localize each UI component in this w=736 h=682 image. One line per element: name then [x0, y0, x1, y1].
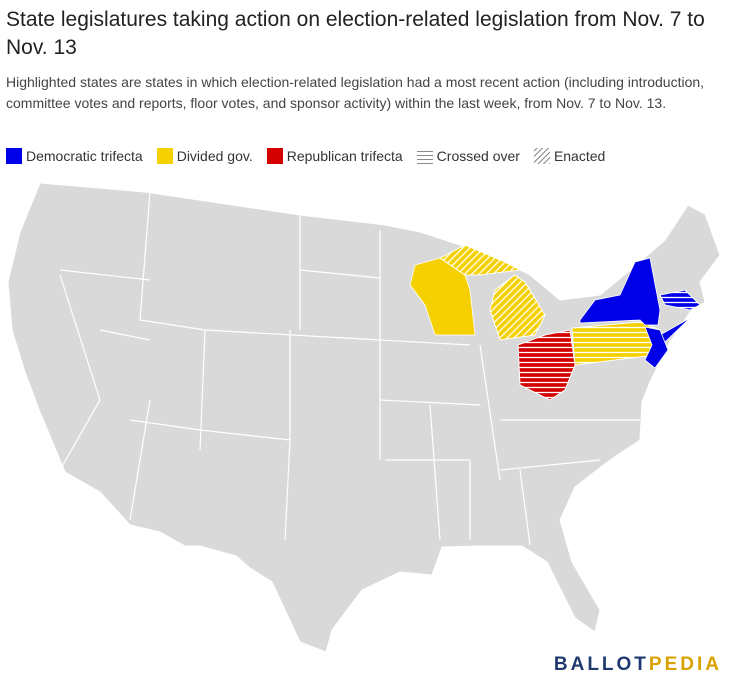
- legend-label: Republican trifecta: [286, 148, 403, 164]
- subtitle: Highlighted states are states in which e…: [6, 74, 705, 111]
- legend-swatch: [266, 148, 283, 164]
- logo-left: BALLOT: [553, 654, 649, 675]
- legend-item: Enacted: [533, 148, 606, 164]
- legend-item: Crossed over: [416, 148, 520, 164]
- legend-swatch: [416, 148, 433, 164]
- new-jersey: [644, 326, 669, 369]
- legend-item: Divided gov.: [156, 148, 253, 164]
- legend-label: Enacted: [553, 148, 606, 164]
- logo: BALLOTPEDIA: [554, 654, 722, 676]
- state-borders: [59, 191, 640, 546]
- legend-swatch: [6, 148, 22, 164]
- legend-label: Crossed over: [436, 148, 520, 164]
- title: State legislatures taking action on elec…: [6, 8, 705, 59]
- us-outline: [7, 182, 721, 653]
- legend-label: Democratic trifecta: [26, 148, 143, 164]
- legend: Democratic trifecta Divided gov. Republica…: [6, 148, 605, 164]
- massachusetts-hatch: [659, 289, 701, 311]
- logo-right: PEDIA: [648, 654, 722, 675]
- legend-swatch: [533, 148, 550, 164]
- legend-item: Republican trifecta: [266, 148, 403, 164]
- michigan-lower-hatch: [489, 274, 546, 341]
- ohio-hatch: [517, 329, 576, 401]
- legend-item: Democratic trifecta: [6, 148, 143, 164]
- michigan-upper-hatch: [439, 244, 522, 276]
- legend-label: Divided gov.: [176, 148, 253, 164]
- legend-swatch: [156, 148, 173, 164]
